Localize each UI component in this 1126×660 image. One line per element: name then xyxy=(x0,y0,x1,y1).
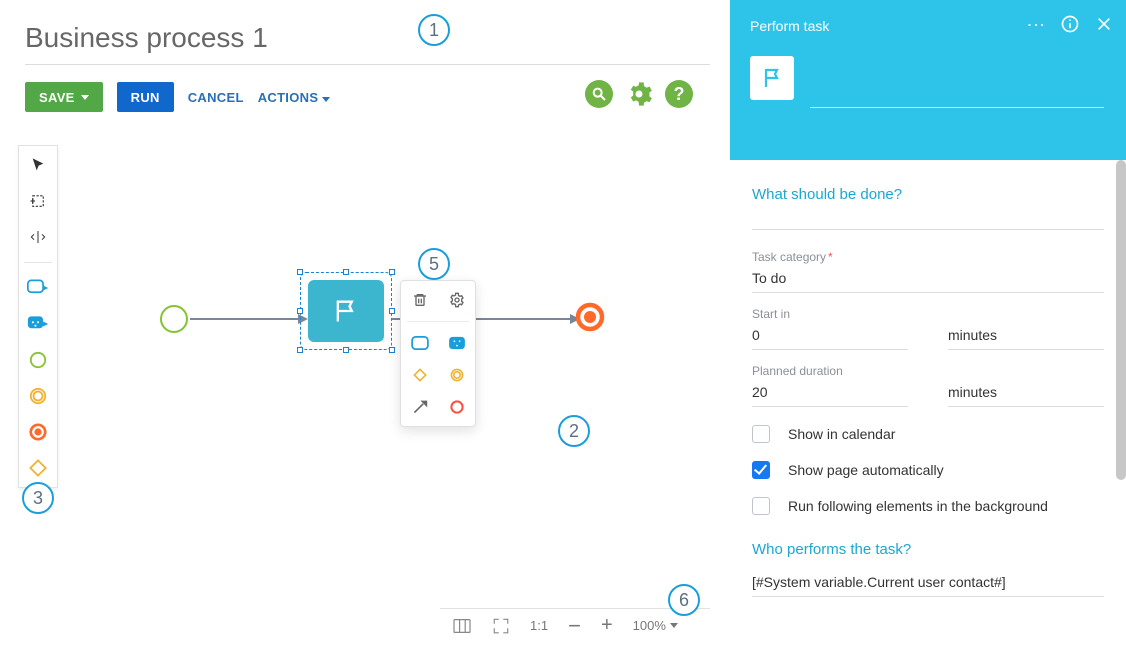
annotation-marker: 3 xyxy=(22,482,54,514)
toolbar-icons: ? xyxy=(585,80,693,108)
what-input-line[interactable] xyxy=(752,229,1104,230)
page-title[interactable]: Business process 1 xyxy=(25,22,268,53)
task-category-field[interactable]: To do xyxy=(752,264,1104,293)
zoom-reset-button[interactable]: 1:1 xyxy=(530,618,548,633)
scrollbar-thumb[interactable] xyxy=(1116,160,1126,480)
zoom-in-button[interactable]: + xyxy=(601,614,613,637)
element-type-icon xyxy=(750,56,794,100)
end-node[interactable] xyxy=(575,302,605,332)
annotation-marker: 5 xyxy=(418,248,450,280)
canvas[interactable] xyxy=(70,150,710,600)
sequence-flow-icon[interactable] xyxy=(412,399,428,415)
start-in-unit-field[interactable]: minutes xyxy=(948,321,1104,350)
user-task-icon[interactable] xyxy=(411,336,429,350)
gateway-icon[interactable] xyxy=(412,367,428,383)
panel-body: What should be done? Task category To do… xyxy=(730,160,1126,660)
zoom-bar: 1:1 − + 100% xyxy=(440,608,710,642)
planned-field[interactable]: 20 xyxy=(752,378,908,407)
run-button[interactable]: RUN xyxy=(117,82,174,112)
planned-label: Planned duration xyxy=(752,364,908,378)
caret-down-icon xyxy=(670,623,678,628)
system-task-icon[interactable] xyxy=(27,313,49,335)
section-what[interactable]: What should be done? xyxy=(752,186,1104,203)
gear-icon[interactable] xyxy=(625,80,653,108)
background-checkbox[interactable] xyxy=(752,497,770,515)
show-calendar-checkbox[interactable] xyxy=(752,425,770,443)
cancel-button[interactable]: CANCEL xyxy=(188,90,244,105)
lane-tool-icon[interactable] xyxy=(27,226,49,248)
info-icon[interactable] xyxy=(1060,14,1080,34)
zoom-percent-dropdown[interactable]: 100% xyxy=(633,618,678,633)
show-page-checkbox[interactable] xyxy=(752,461,770,479)
help-icon[interactable]: ? xyxy=(665,80,693,108)
palette-separator xyxy=(24,262,52,263)
minimap-icon[interactable] xyxy=(452,618,472,634)
separator xyxy=(407,321,469,322)
caret-down-icon xyxy=(322,97,330,102)
start-in-field[interactable]: 0 xyxy=(752,321,908,350)
show-page-label: Show page automatically xyxy=(788,462,944,478)
who-field[interactable]: [#System variable.Current user contact#] xyxy=(752,568,1104,597)
palette xyxy=(18,145,58,488)
start-in-label: Start in xyxy=(752,307,908,321)
task-node[interactable] xyxy=(308,280,384,342)
background-label: Run following elements in the background xyxy=(788,498,1048,514)
annotation-marker: 6 xyxy=(668,584,700,616)
arrow-head-icon xyxy=(298,314,308,324)
pointer-tool-icon[interactable] xyxy=(27,154,49,176)
user-task-icon[interactable] xyxy=(27,277,49,299)
search-icon[interactable] xyxy=(585,80,613,108)
end-event-icon[interactable] xyxy=(449,399,465,415)
start-node[interactable] xyxy=(160,305,188,333)
start-event-icon[interactable] xyxy=(27,349,49,371)
lasso-tool-icon[interactable] xyxy=(27,190,49,212)
delete-icon[interactable] xyxy=(412,292,428,308)
intermediate-event-icon[interactable] xyxy=(27,385,49,407)
annotation-marker: 1 xyxy=(418,14,450,46)
properties-panel: Perform task ⋮ What should be done? Task… xyxy=(730,0,1126,660)
gateway-icon[interactable] xyxy=(27,457,49,479)
task-category-label: Task category xyxy=(752,250,1104,264)
intermediate-event-icon[interactable] xyxy=(449,367,465,383)
planned-unit-field[interactable]: minutes xyxy=(948,378,1104,407)
section-who[interactable]: Who performs the task? xyxy=(752,541,1104,558)
fit-screen-icon[interactable] xyxy=(492,617,510,635)
save-button[interactable]: SAVE xyxy=(25,82,103,112)
panel-header: Perform task ⋮ xyxy=(730,0,1126,160)
actions-button[interactable]: ACTIONS xyxy=(258,90,331,105)
flow-arrow[interactable] xyxy=(190,318,300,320)
context-popup xyxy=(400,280,476,427)
title-row: Business process 1 xyxy=(25,22,710,65)
caret-down-icon xyxy=(81,95,89,100)
system-task-icon[interactable] xyxy=(448,336,466,350)
element-name-input[interactable] xyxy=(810,107,1104,108)
end-event-icon[interactable] xyxy=(27,421,49,443)
show-calendar-label: Show in calendar xyxy=(788,426,895,442)
more-icon[interactable]: ⋮ xyxy=(1026,14,1046,34)
gear-icon[interactable] xyxy=(449,292,465,308)
zoom-out-button[interactable]: − xyxy=(568,613,581,639)
annotation-marker: 2 xyxy=(558,415,590,447)
close-icon[interactable] xyxy=(1094,14,1114,34)
